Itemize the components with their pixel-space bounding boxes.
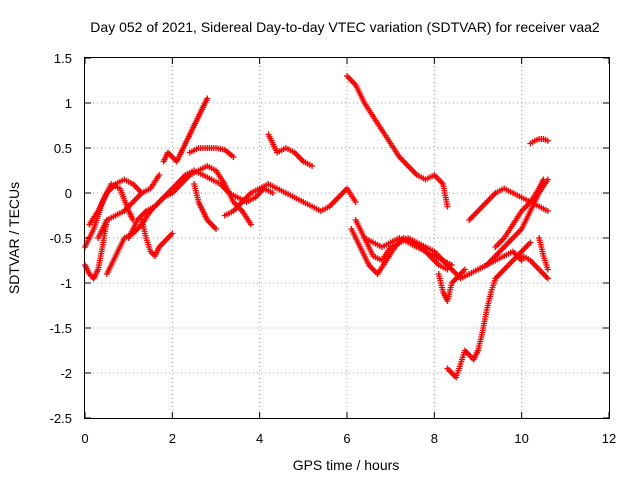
data-point — [544, 137, 551, 144]
x-tick-label: 0 — [81, 431, 88, 446]
y-tick-label: 0 — [65, 186, 72, 201]
series-arc-6 — [125, 163, 254, 241]
data-point — [169, 230, 176, 237]
axis-ticks: 0 2 4 6 8 10 12 -2.5 -2 -1.5 -1 -0.5 0 0.5 1 1.5 — [50, 51, 617, 446]
series-arc-17 — [435, 266, 468, 304]
data-point — [247, 221, 254, 228]
data-point — [544, 275, 551, 282]
series-arc-21 — [492, 176, 547, 250]
data-point — [544, 208, 551, 214]
data-point — [204, 95, 211, 102]
data-point — [544, 266, 551, 273]
y-tick-label: -2 — [60, 366, 72, 381]
data-point — [352, 199, 359, 205]
x-axis-label: GPS time / hours — [293, 457, 400, 473]
y-tick-label: -1.5 — [50, 321, 72, 336]
x-tick-label: 10 — [514, 431, 528, 446]
y-axis-label: SDTVAR / TECUs — [6, 182, 22, 294]
series-arc-18 — [444, 239, 534, 381]
chart-title: Day 052 of 2021, Sidereal Day-to-day VTE… — [90, 19, 600, 35]
series-arc-12 — [265, 131, 316, 169]
data-point — [461, 266, 468, 273]
series-arc-24 — [536, 235, 551, 273]
series-arc-13 — [344, 73, 451, 210]
x-tick-label: 12 — [602, 431, 616, 446]
data-point — [448, 262, 455, 268]
data-point — [213, 226, 219, 232]
x-tick-label: 4 — [256, 431, 263, 446]
series-arc-8 — [160, 95, 211, 165]
series-arc-23 — [518, 253, 551, 282]
data-series — [82, 73, 551, 381]
data-point — [527, 239, 534, 246]
y-tick-label: 1.5 — [54, 51, 72, 66]
data-point — [540, 176, 547, 183]
y-tick-label: -2.5 — [50, 411, 72, 426]
plot-frame — [84, 57, 610, 419]
data-point — [156, 172, 163, 178]
series-arc-10 — [191, 181, 219, 232]
y-tick-label: -1 — [60, 276, 72, 291]
data-point — [444, 203, 451, 210]
data-point — [230, 154, 237, 160]
series-arc-3 — [86, 176, 145, 228]
y-tick-label: -0.5 — [50, 231, 72, 246]
series-arc-7 — [138, 217, 176, 259]
data-point — [309, 163, 316, 169]
series-arc-5 — [95, 172, 163, 241]
series-arc-11 — [221, 181, 359, 219]
series-arc-9 — [186, 145, 237, 160]
y-tick-label: 0.5 — [54, 141, 72, 156]
x-tick-label: 6 — [343, 431, 350, 446]
x-tick-label: 8 — [431, 431, 438, 446]
x-tick-label: 2 — [169, 431, 176, 446]
series-arc-22 — [527, 136, 551, 147]
y-tick-label: 1 — [65, 96, 72, 111]
data-point — [269, 190, 276, 196]
series-arc-16 — [361, 235, 455, 268]
grid — [85, 58, 609, 418]
